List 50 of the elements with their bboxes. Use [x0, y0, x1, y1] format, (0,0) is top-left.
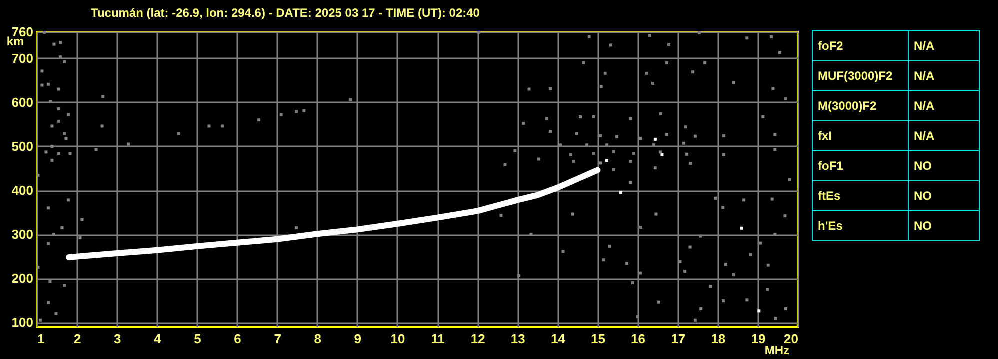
text: ftEs	[812, 180, 908, 210]
x-tick-label: 11	[431, 332, 445, 346]
text: N/A	[908, 90, 980, 120]
x-tick-label: 9	[354, 332, 362, 346]
point	[605, 159, 608, 162]
x-tick-label: 17	[671, 332, 686, 346]
x-tick-label: 15	[591, 332, 606, 346]
y-tick-label: 300	[12, 227, 34, 242]
x-tick-label: 1	[38, 332, 45, 346]
x-tick-label: 3	[114, 332, 122, 346]
y-tick-label: 100	[12, 315, 34, 330]
point	[660, 153, 664, 156]
text: NO	[908, 180, 980, 210]
text: N/A	[908, 120, 980, 150]
y-tick-label: 400	[12, 183, 34, 198]
text: N/A	[908, 60, 980, 90]
x-tick-label: 10	[390, 332, 406, 346]
x-tick-label: 2	[74, 332, 82, 346]
text: fxI	[812, 120, 908, 150]
chart-title: Tucumán (lat: -26.9, lon: 294.6) - DATE: 2025 03 17 - TIME (UT): 02:40	[91, 6, 480, 20]
y-tick-label: 700	[12, 50, 34, 66]
y-tick-label: 200	[12, 271, 34, 286]
text: MUF(3000)F2	[812, 60, 908, 90]
x-tick-label: 5	[194, 332, 202, 346]
point	[740, 226, 744, 230]
x-tick-label: 18	[711, 332, 726, 346]
text: h'Es	[812, 210, 908, 240]
point	[619, 191, 622, 194]
x-tick-label: 20	[784, 332, 798, 346]
x-tick-label: 14	[550, 332, 566, 346]
point	[758, 310, 761, 313]
x-tick-label: 13	[510, 332, 526, 346]
point	[654, 138, 657, 141]
text: NO	[908, 150, 980, 180]
text: N/A	[908, 30, 980, 60]
text: M(3000)F2	[812, 90, 908, 120]
text: NO	[908, 210, 980, 240]
x-tick-label: 16	[631, 332, 646, 346]
x-tick-label: 19	[751, 332, 766, 346]
x-tick-label: 12	[470, 332, 486, 346]
text: foF1	[812, 150, 908, 180]
x-axis-title: MHz	[764, 344, 790, 358]
x-tick-label: 6	[234, 332, 242, 346]
y-tick-label: 500	[12, 138, 34, 154]
x-tick-label: 4	[154, 332, 162, 346]
x-tick-label: 7	[274, 332, 282, 346]
y-tick-label: 600	[12, 94, 34, 110]
text: foF2	[812, 30, 908, 60]
y-tick-label: 760	[12, 24, 34, 40]
x-tick-label: 8	[314, 332, 322, 346]
